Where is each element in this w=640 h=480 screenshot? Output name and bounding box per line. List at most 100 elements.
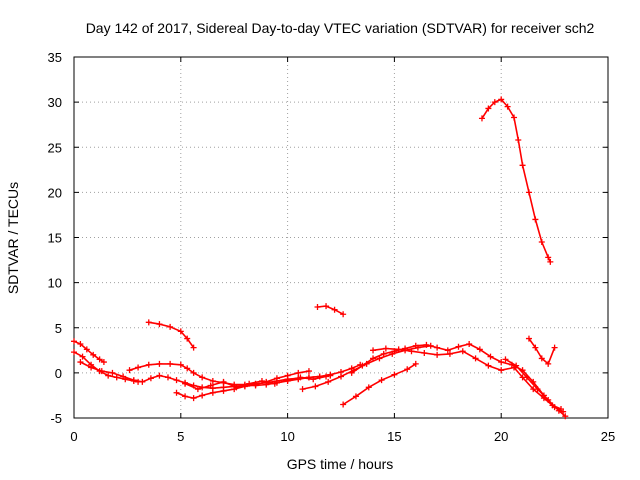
data-point — [446, 350, 453, 357]
data-point — [547, 258, 554, 265]
data-point — [519, 162, 526, 169]
data-point — [365, 384, 372, 391]
data-point — [551, 344, 558, 351]
data-point — [130, 377, 137, 384]
data-point — [173, 389, 180, 396]
data-point — [113, 374, 120, 381]
y-tick-label: 20 — [48, 185, 62, 200]
y-tick-label: 0 — [55, 366, 62, 381]
data-point — [502, 356, 509, 363]
data-point — [156, 360, 163, 367]
data-point — [423, 341, 430, 348]
data-point — [299, 386, 306, 393]
data-point — [511, 114, 518, 121]
data-point — [209, 389, 216, 396]
y-tick-label: 15 — [48, 231, 62, 246]
data-point — [498, 359, 505, 366]
data-point — [98, 368, 105, 375]
data-point — [562, 413, 569, 420]
series-arc-1 — [71, 338, 107, 366]
data-point — [485, 362, 492, 369]
data-point — [90, 351, 97, 358]
data-point — [284, 377, 291, 384]
data-point — [182, 380, 189, 387]
data-point — [380, 350, 387, 357]
data-point — [220, 378, 227, 385]
data-point — [538, 239, 545, 246]
data-point — [71, 349, 77, 356]
data-point — [184, 335, 191, 342]
data-point — [323, 373, 330, 380]
data-point — [246, 380, 253, 387]
data-point — [513, 362, 520, 369]
data-point — [555, 407, 562, 414]
x-tick-label: 15 — [387, 429, 401, 444]
data-point — [498, 367, 505, 374]
data-point — [466, 340, 473, 347]
data-point — [199, 374, 206, 381]
data-point — [77, 340, 84, 347]
data-point — [491, 99, 498, 106]
data-point — [525, 189, 532, 196]
series-arc-5 — [145, 319, 197, 351]
data-point — [538, 355, 545, 362]
data-point — [370, 347, 377, 354]
data-point — [105, 372, 112, 379]
data-point — [412, 342, 419, 349]
data-point — [382, 345, 389, 352]
data-point — [297, 374, 304, 381]
data-point — [455, 343, 462, 350]
data-point — [190, 369, 197, 376]
data-point — [173, 377, 180, 384]
data-point — [167, 323, 174, 330]
data-point — [545, 396, 552, 403]
data-point — [145, 361, 152, 368]
data-point — [472, 355, 479, 362]
data-point — [378, 377, 385, 384]
data-point — [96, 356, 103, 363]
data-point — [145, 319, 152, 326]
data-point — [156, 372, 163, 379]
data-point — [545, 360, 552, 367]
data-point — [412, 360, 419, 367]
data-point — [434, 344, 441, 351]
data-point — [404, 366, 411, 373]
data-point — [164, 374, 171, 381]
chart-title: Day 142 of 2017, Sidereal Day-to-day VTE… — [86, 20, 595, 36]
data-point — [305, 368, 312, 375]
series-arc-8 — [314, 303, 347, 318]
data-point — [295, 369, 302, 376]
data-point — [348, 369, 355, 376]
data-point — [515, 137, 522, 144]
data-point — [100, 359, 107, 366]
data-point — [120, 373, 127, 380]
data-point — [126, 367, 133, 374]
x-tick-label: 20 — [494, 429, 508, 444]
data-point — [498, 96, 505, 103]
data-point — [310, 376, 317, 383]
data-point — [478, 115, 485, 122]
data-point — [525, 335, 532, 342]
data-point — [391, 371, 398, 378]
data-point — [338, 373, 344, 380]
data-point — [534, 386, 541, 393]
data-point — [273, 375, 280, 382]
x-tick-label: 0 — [70, 429, 77, 444]
data-point — [199, 392, 206, 399]
data-point — [434, 351, 441, 358]
data-point — [325, 378, 332, 385]
data-point — [359, 362, 366, 369]
data-point — [88, 364, 95, 371]
data-point — [327, 372, 334, 379]
data-point — [271, 380, 278, 387]
data-point — [476, 346, 483, 353]
data-point — [523, 374, 530, 381]
x-axis-label: GPS time / hours — [287, 456, 394, 472]
data-point — [370, 355, 377, 362]
data-point — [184, 365, 191, 372]
data-point — [233, 384, 240, 391]
series-layer — [71, 96, 569, 420]
data-point — [177, 328, 184, 335]
y-axis-label: SDTVAR / TECUs — [5, 182, 21, 294]
x-tick-label: 10 — [280, 429, 294, 444]
